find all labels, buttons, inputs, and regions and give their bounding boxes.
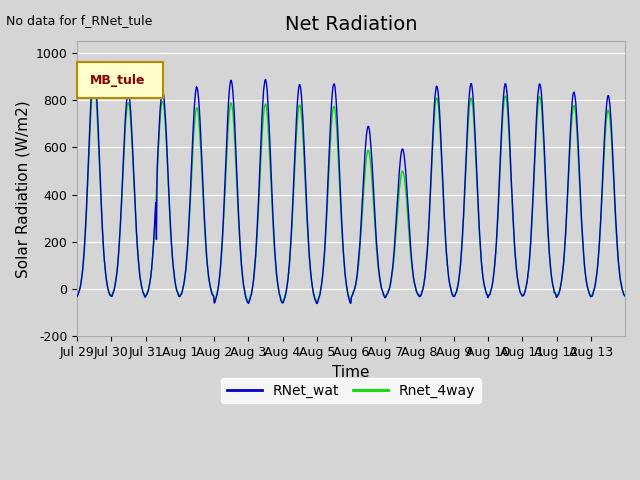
RNet_wat xyxy=(74,293,81,299)
Rnet_4way xyxy=(409,271,417,277)
Text: MB_tule: MB_tule xyxy=(90,74,145,87)
X-axis label: Time: Time xyxy=(332,365,370,380)
Rnet_4way xyxy=(440,202,447,208)
Rnet_4way xyxy=(287,244,294,250)
Line: RNet_wat: RNet_wat xyxy=(77,68,625,303)
RNet_wat xyxy=(314,300,321,306)
Line: Rnet_4way: Rnet_4way xyxy=(77,82,625,302)
RNet_wat xyxy=(409,269,417,275)
RNet_wat xyxy=(440,197,447,203)
RNet_wat xyxy=(90,65,98,71)
Title: Net Radiation: Net Radiation xyxy=(285,15,417,34)
RNet_wat xyxy=(266,143,274,148)
Rnet_4way xyxy=(74,293,81,299)
Rnet_4way xyxy=(90,79,98,84)
Text: No data for f_RNet_tule: No data for f_RNet_tule xyxy=(6,14,153,27)
Y-axis label: Solar Radiation (W/m2): Solar Radiation (W/m2) xyxy=(15,100,30,277)
Rnet_4way xyxy=(239,277,246,283)
Rnet_4way xyxy=(621,294,629,300)
Rnet_4way xyxy=(266,160,274,166)
RNet_wat xyxy=(621,293,629,299)
RNet_wat xyxy=(138,286,146,291)
Rnet_4way xyxy=(138,286,146,291)
Legend: RNet_wat, Rnet_4way: RNet_wat, Rnet_4way xyxy=(221,378,481,403)
RNet_wat xyxy=(239,276,246,282)
Rnet_4way xyxy=(347,300,355,305)
RNet_wat xyxy=(287,240,294,246)
